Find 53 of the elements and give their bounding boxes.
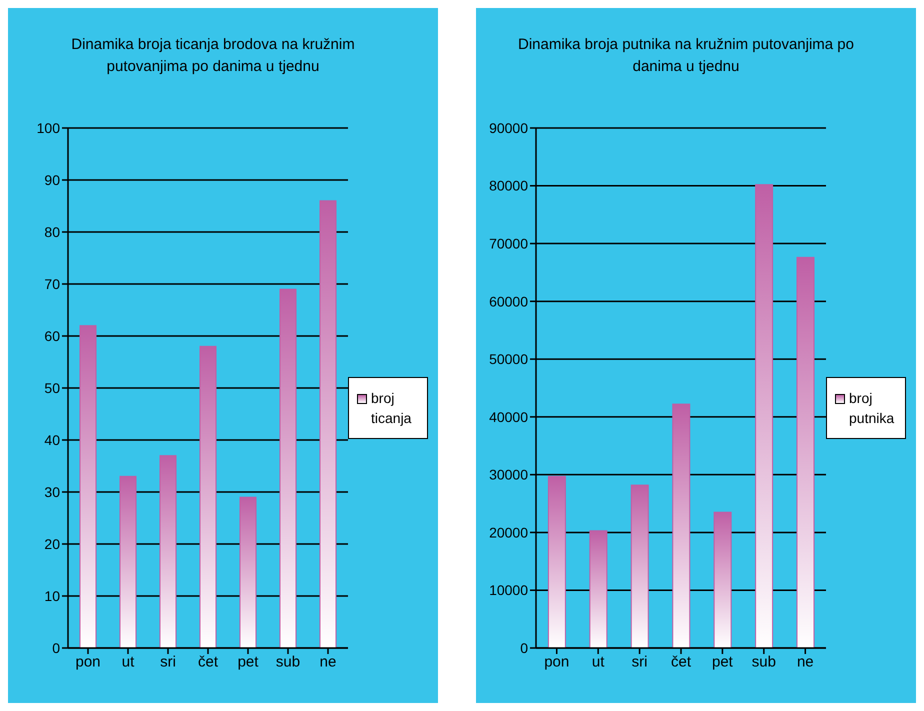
y-tick-label: 60000: [489, 293, 528, 310]
y-tick-label: 20000: [489, 524, 528, 540]
bar: [240, 496, 256, 648]
x-tick-label: pon: [544, 654, 570, 671]
bar: [630, 484, 649, 648]
x-tick-label: ut: [592, 654, 606, 671]
y-tick-label: 20: [44, 536, 60, 552]
bar: [589, 530, 608, 648]
x-tick-label: pet: [712, 654, 734, 671]
legend-label: broj putnika: [849, 389, 896, 428]
x-tick-label: ut: [122, 654, 136, 671]
chart-title: Dinamika broja putnika na kružnim putovanjima po danima u tjednu: [516, 35, 855, 77]
y-tick-label: 10000: [489, 582, 528, 598]
legend-label: broj ticanja: [371, 389, 412, 428]
y-tick-label: 30000: [489, 466, 528, 483]
bar: [160, 455, 176, 648]
y-tick-label: 10: [44, 588, 60, 604]
x-tick-label: sri: [160, 654, 176, 671]
y-tick-label: 90: [44, 172, 60, 188]
y-tick-label: 70: [44, 276, 60, 292]
bar: [120, 476, 136, 648]
x-tick-label: pet: [238, 654, 260, 671]
bar: [714, 512, 732, 648]
y-tick-label: 80000: [489, 178, 528, 194]
bar: [200, 346, 216, 648]
bar: [548, 476, 566, 648]
y-tick-label: 80: [44, 224, 60, 240]
x-tick-label: sub: [276, 654, 300, 671]
x-tick-label: ne: [796, 654, 814, 671]
bar: [320, 200, 336, 648]
y-tick-label: 0: [520, 640, 528, 656]
y-tick-label: 90000: [489, 120, 528, 136]
x-tick-label: pon: [75, 654, 101, 671]
y-tick-label: 50: [44, 380, 60, 396]
y-tick-label: 100: [36, 120, 60, 136]
y-tick-label: 40: [44, 432, 60, 448]
y-tick-label: 30: [44, 484, 60, 500]
y-tick-label: 50000: [489, 351, 528, 368]
bar: [80, 325, 96, 648]
x-tick-label: sub: [752, 654, 776, 671]
y-tick-label: 40000: [489, 408, 528, 425]
y-tick-label: 0: [52, 640, 60, 656]
bar: [672, 404, 690, 648]
x-tick-label: čet: [198, 654, 219, 671]
bar: [796, 256, 814, 648]
bar: [280, 288, 296, 648]
chart-title: Dinamika broja ticanja brodova na kružnim putovanjima po danima u tjednu: [70, 35, 356, 77]
y-tick-label: 60: [44, 328, 60, 344]
bar: [755, 184, 774, 648]
y-tick-label: 70000: [489, 236, 528, 252]
x-tick-label: sri: [632, 654, 648, 671]
x-tick-label: čet: [670, 654, 692, 671]
x-tick-label: ne: [320, 654, 336, 671]
